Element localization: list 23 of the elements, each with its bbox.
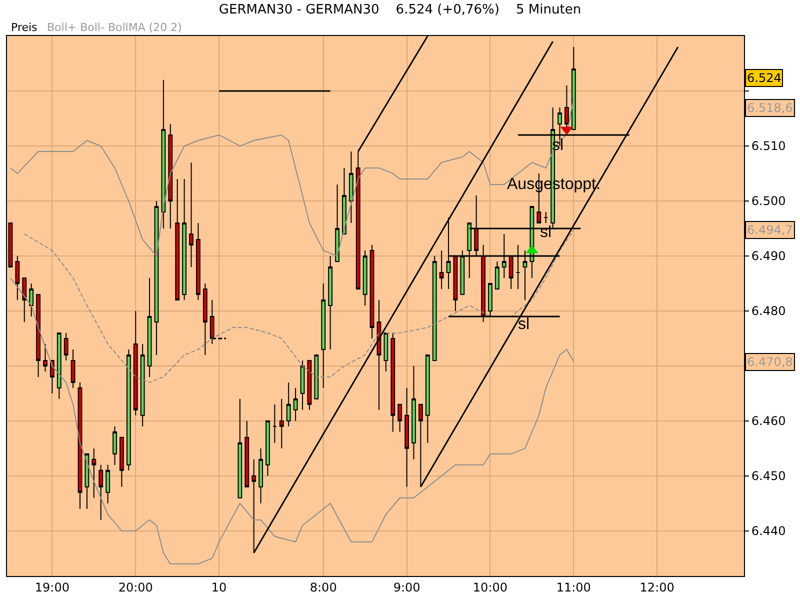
text: Boll+ Boll- BollMA (20 2)	[47, 21, 182, 34]
y-tick-label: 6.450	[751, 469, 786, 484]
x-tick-label: 10:00	[472, 580, 508, 594]
text: Preis	[11, 21, 38, 34]
chart-title: GERMAN30 - GERMAN30 6.524 (+0,76%) 5 Minuten	[218, 2, 582, 18]
x-tick-label: 11:00	[556, 580, 591, 594]
x-tick-label: 19:00	[34, 580, 70, 594]
x-tick-label: 10	[211, 580, 227, 594]
text: 6.470,8	[747, 355, 793, 369]
y-tick-label: 6.500	[751, 194, 786, 208]
text: 6.494,7	[747, 223, 793, 237]
y-tick-label: 6.480	[751, 304, 786, 318]
annotation: sl	[518, 316, 530, 333]
x-tick-label: 20:00	[118, 580, 153, 594]
y-tick-label: 6.490	[751, 249, 786, 264]
text: 6.518,6	[747, 101, 793, 115]
y-tick-label: 6.440	[751, 524, 786, 538]
y-tick-label: 6.460	[751, 414, 786, 428]
x-tick-label: 9:00	[393, 580, 420, 594]
text: 6.524	[747, 71, 782, 85]
x-tick-label: 8:00	[310, 580, 337, 594]
x-tick-label: 12:00	[640, 580, 674, 594]
y-tick-label: 6.510	[751, 139, 786, 154]
